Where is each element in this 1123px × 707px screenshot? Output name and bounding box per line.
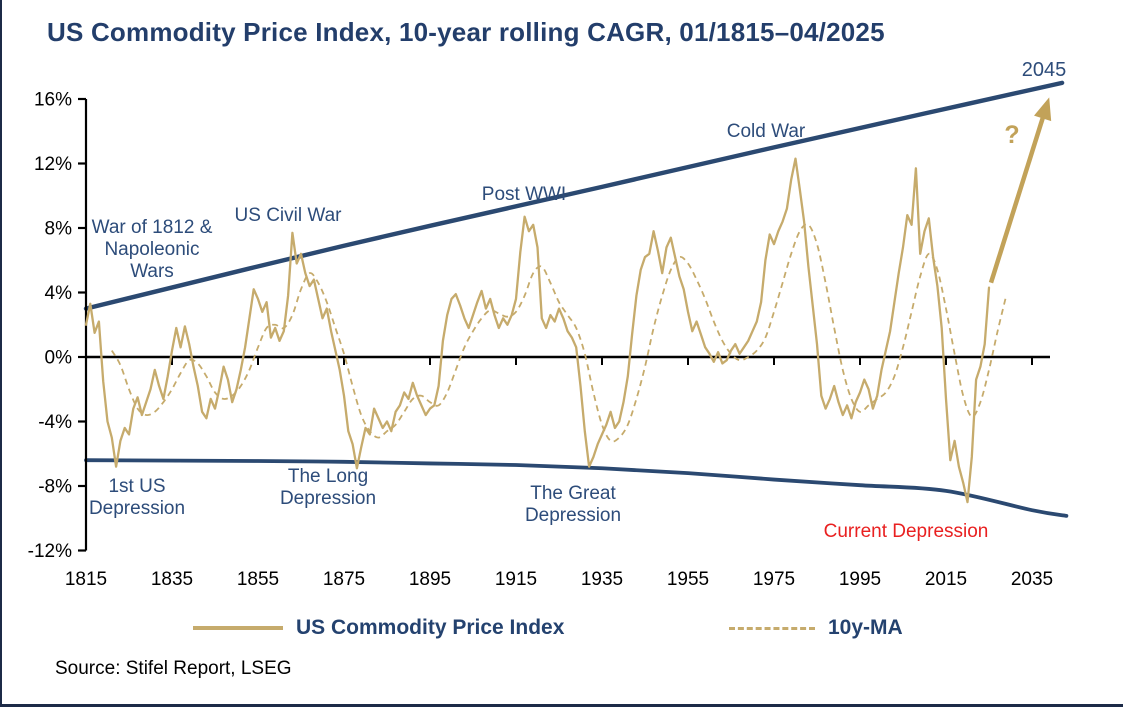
annotation-cold-war: Cold War — [726, 121, 806, 142]
x-tick-label: 1915 — [495, 569, 537, 590]
y-tick-label: -12% — [28, 541, 72, 562]
annotation-current-depression: Current Depression — [823, 521, 989, 542]
y-tick-label: 16% — [34, 90, 72, 111]
y-tick-label: 0% — [45, 348, 73, 369]
y-tick-label: 4% — [45, 283, 73, 304]
legend-label-10y-ma: 10y-MA — [828, 616, 903, 639]
annotation-long-depression: The Long Depression — [279, 466, 377, 509]
x-tick-label: 1875 — [323, 569, 365, 590]
projection-arrow-head — [1034, 97, 1052, 122]
legend-item-10y-ma: 10y-MA — [729, 616, 903, 640]
commodity-index-line — [84, 157, 991, 504]
legend-dashed-line-sample — [729, 626, 815, 630]
question-mark-label: ? — [1004, 121, 1020, 149]
x-tick-label: 1895 — [409, 569, 451, 590]
x-tick-label: 1855 — [237, 569, 279, 590]
x-tick-label: 1815 — [65, 569, 107, 590]
x-tick-label: 1995 — [839, 569, 881, 590]
y-tick-label: 12% — [34, 154, 72, 175]
x-tick-label: 1835 — [151, 569, 193, 590]
annotation-post-wwi: Post WWI — [481, 184, 567, 205]
x-tick-label: 1935 — [581, 569, 623, 590]
annotation-2045-label: 2045 — [1021, 59, 1067, 81]
slide-left-border — [0, 0, 2, 707]
slide-bottom-border — [0, 704, 1123, 707]
y-tick-label: 8% — [45, 219, 73, 240]
y-tick-label: -8% — [38, 477, 72, 498]
y-tick-label: -4% — [38, 412, 72, 433]
lower-trend-line — [84, 458, 1069, 518]
source-note: Source: Stifel Report, LSEG — [55, 658, 292, 679]
annotation-war-of-1812: War of 1812 & Napoleonic Wars — [91, 217, 213, 282]
x-tick-label: 2015 — [925, 569, 967, 590]
legend-solid-line-sample — [193, 626, 283, 630]
upper-trend-line — [83, 80, 1065, 311]
annotation-us-civil-war: US Civil War — [234, 205, 342, 226]
annotation-great-depression: The Great Depression — [524, 483, 622, 526]
legend-item-price-index: US Commodity Price Index — [193, 616, 564, 640]
ma-dashed-line — [111, 223, 1008, 443]
chart-title: US Commodity Price Index, 10-year rollin… — [47, 17, 885, 47]
x-tick-label: 1975 — [753, 569, 795, 590]
x-tick-label: 2035 — [1011, 569, 1053, 590]
annotation-1st-us-depression: 1st US Depression — [88, 476, 186, 519]
x-tick-label: 1955 — [667, 569, 709, 590]
legend-label-price-index: US Commodity Price Index — [296, 616, 565, 639]
projection-arrow-shaft — [988, 111, 1047, 284]
